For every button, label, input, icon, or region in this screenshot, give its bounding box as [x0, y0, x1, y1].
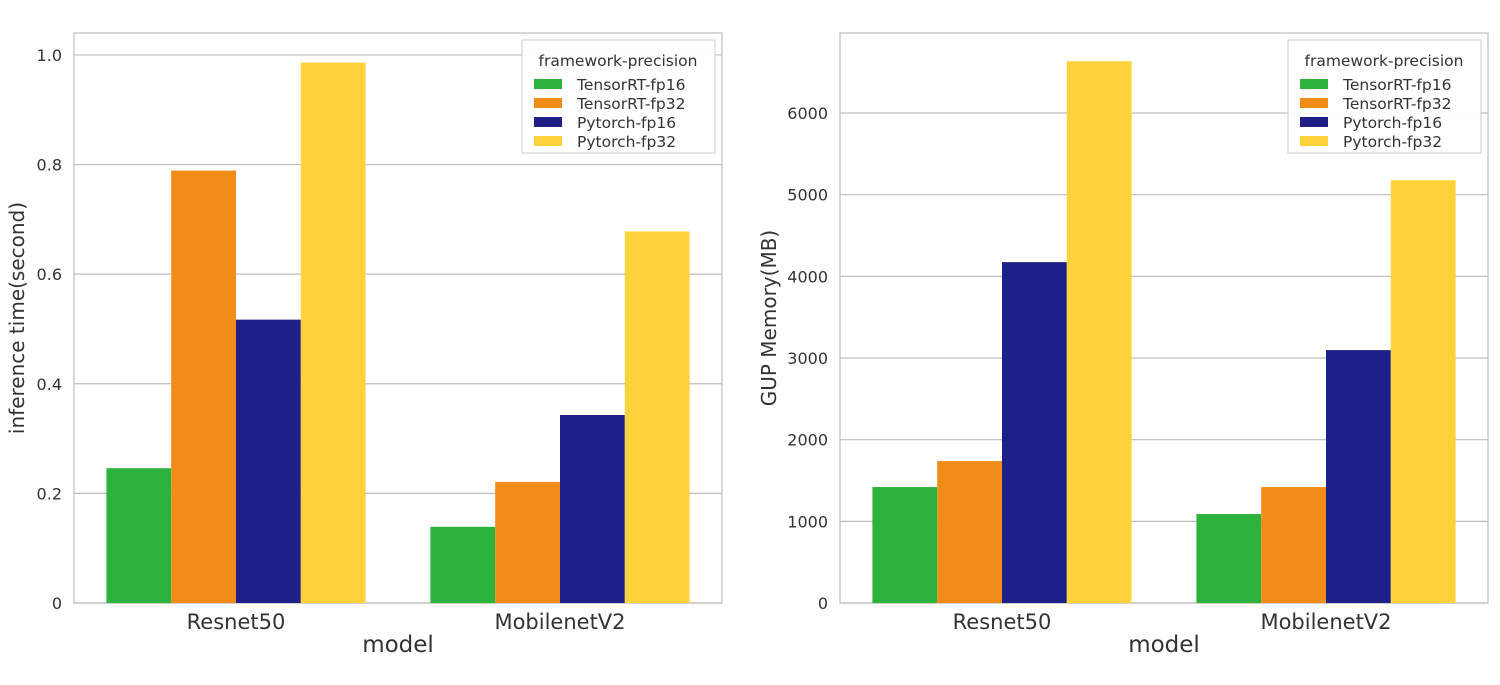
chart-panel-1: 0 0.2 0.4 0.6 0.8 1.0 Resnet50 MobilenetV2 model… [5, 32, 723, 658]
legend-label: TensorRT-fp32 [1342, 95, 1451, 113]
bar-Pytorch-fp32-MobilenetV2 [624, 231, 690, 603]
legend-swatch [1300, 98, 1328, 108]
legend-label: Pytorch-fp32 [1343, 133, 1442, 151]
y-axis-label: inference time(second) [5, 202, 29, 434]
bar-Pytorch-fp32-Resnet50 [1066, 61, 1132, 604]
bar-TensorRT-fp32-Resnet50 [171, 170, 236, 603]
legend-swatch [1300, 117, 1328, 127]
legend-box [1287, 39, 1482, 154]
y-tick-label: 0.2 [37, 484, 62, 503]
bar-TensorRT-fp16-MobilenetV2 [1196, 514, 1262, 603]
bar-Pytorch-fp16-MobilenetV2 [1326, 350, 1391, 603]
legend: framework-precision TensorRT-fp16TensorRT… [521, 39, 716, 154]
y-tick-label: 0 [52, 594, 62, 613]
bar-Pytorch-fp16-MobilenetV2 [560, 415, 625, 603]
legend-label: TensorRT-fp32 [576, 95, 685, 113]
bar-TensorRT-fp16-Resnet50 [872, 487, 938, 603]
bar-TensorRT-fp16-Resnet50 [106, 468, 172, 603]
legend-box [521, 39, 716, 154]
x-tick-label: MobilenetV2 [494, 610, 625, 634]
bar-TensorRT-fp32-Resnet50 [937, 461, 1002, 603]
y-tick-label: 2000 [787, 431, 828, 450]
legend-label: TensorRT-fp16 [576, 76, 685, 94]
x-axis-label: model [1128, 632, 1200, 658]
y-axis-label: GUP Memory(MB) [757, 230, 781, 406]
bar-Pytorch-fp32-MobilenetV2 [1390, 180, 1456, 603]
legend-swatch [534, 98, 562, 108]
x-tick-label: Resnet50 [953, 610, 1052, 634]
x-tick-label: MobilenetV2 [1260, 610, 1391, 634]
legend-swatch [1300, 79, 1328, 89]
legend-swatch [534, 79, 562, 89]
legend-label: Pytorch-fp32 [577, 133, 676, 151]
chart-panel-2: 0 1000 2000 3000 4000 5000 6000 Resnet50 Mobilen… [757, 32, 1489, 658]
legend-title: framework-precision [539, 52, 698, 70]
legend-label: Pytorch-fp16 [577, 114, 676, 132]
y-tick-label: 3000 [787, 349, 828, 368]
legend-swatch [534, 136, 562, 146]
y-tick-label: 0.6 [37, 265, 62, 284]
bar-Pytorch-fp32-Resnet50 [300, 62, 366, 604]
bar-TensorRT-fp16-MobilenetV2 [430, 526, 496, 603]
y-tick-label: 0.4 [37, 375, 62, 394]
y-tick-label: 6000 [787, 104, 828, 123]
legend-swatch [1300, 136, 1328, 146]
y-tick-label: 4000 [787, 267, 828, 286]
x-tick-label: Resnet50 [187, 610, 286, 634]
y-tick-label: 5000 [787, 186, 828, 205]
legend-swatch [534, 117, 562, 127]
y-tick-label: 1.0 [37, 46, 62, 65]
y-tick-label: 0 [818, 594, 828, 613]
bar-Pytorch-fp16-Resnet50 [1002, 262, 1067, 603]
x-axis-label: model [362, 632, 434, 658]
legend-title: framework-precision [1305, 52, 1464, 70]
legend: framework-precision TensorRT-fp16TensorRT… [1287, 39, 1482, 154]
plot-frame [73, 32, 723, 604]
plot-frame [839, 32, 1489, 604]
bar-TensorRT-fp32-MobilenetV2 [1261, 487, 1326, 603]
bar-TensorRT-fp32-MobilenetV2 [495, 481, 560, 603]
y-tick-label: 0.8 [37, 156, 62, 175]
legend-label: Pytorch-fp16 [1343, 114, 1442, 132]
bar-Pytorch-fp16-Resnet50 [236, 319, 301, 603]
legend-label: TensorRT-fp16 [1342, 76, 1451, 94]
y-tick-label: 1000 [787, 512, 828, 531]
